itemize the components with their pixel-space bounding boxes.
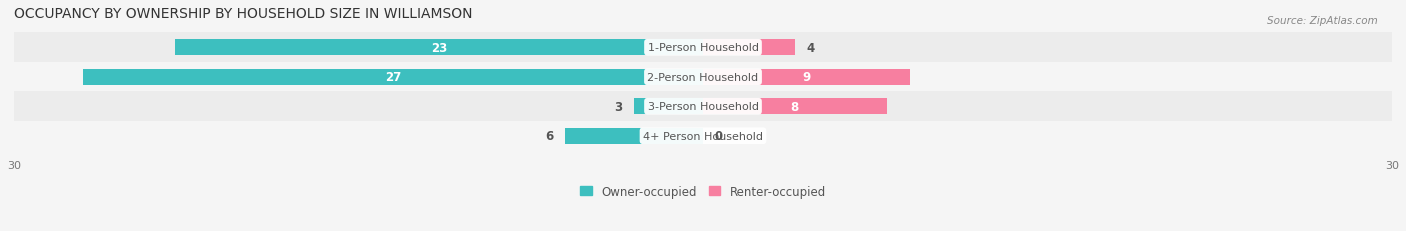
Text: 6: 6	[546, 130, 554, 143]
Text: Source: ZipAtlas.com: Source: ZipAtlas.com	[1267, 16, 1378, 26]
Bar	[14, 63, 1392, 92]
Text: 8: 8	[790, 100, 799, 113]
Bar	[14, 33, 1392, 63]
Bar	[703, 40, 794, 56]
Bar	[565, 128, 703, 144]
Text: 2-Person Household: 2-Person Household	[647, 73, 759, 82]
Text: 3: 3	[614, 100, 623, 113]
Legend: Owner-occupied, Renter-occupied: Owner-occupied, Renter-occupied	[575, 180, 831, 202]
Text: 4: 4	[807, 42, 814, 55]
Text: 4+ Person Household: 4+ Person Household	[643, 131, 763, 141]
Bar	[703, 69, 910, 85]
Bar	[14, 122, 1392, 151]
Bar	[83, 69, 703, 85]
Text: OCCUPANCY BY OWNERSHIP BY HOUSEHOLD SIZE IN WILLIAMSON: OCCUPANCY BY OWNERSHIP BY HOUSEHOLD SIZE…	[14, 7, 472, 21]
Bar	[14, 92, 1392, 122]
Text: 0: 0	[714, 130, 723, 143]
Text: 23: 23	[430, 42, 447, 55]
Bar	[174, 40, 703, 56]
Text: 27: 27	[385, 71, 401, 84]
Bar	[634, 99, 703, 115]
Text: 9: 9	[803, 71, 810, 84]
Text: 1-Person Household: 1-Person Household	[648, 43, 758, 53]
Bar	[703, 99, 887, 115]
Text: 3-Person Household: 3-Person Household	[648, 102, 758, 112]
